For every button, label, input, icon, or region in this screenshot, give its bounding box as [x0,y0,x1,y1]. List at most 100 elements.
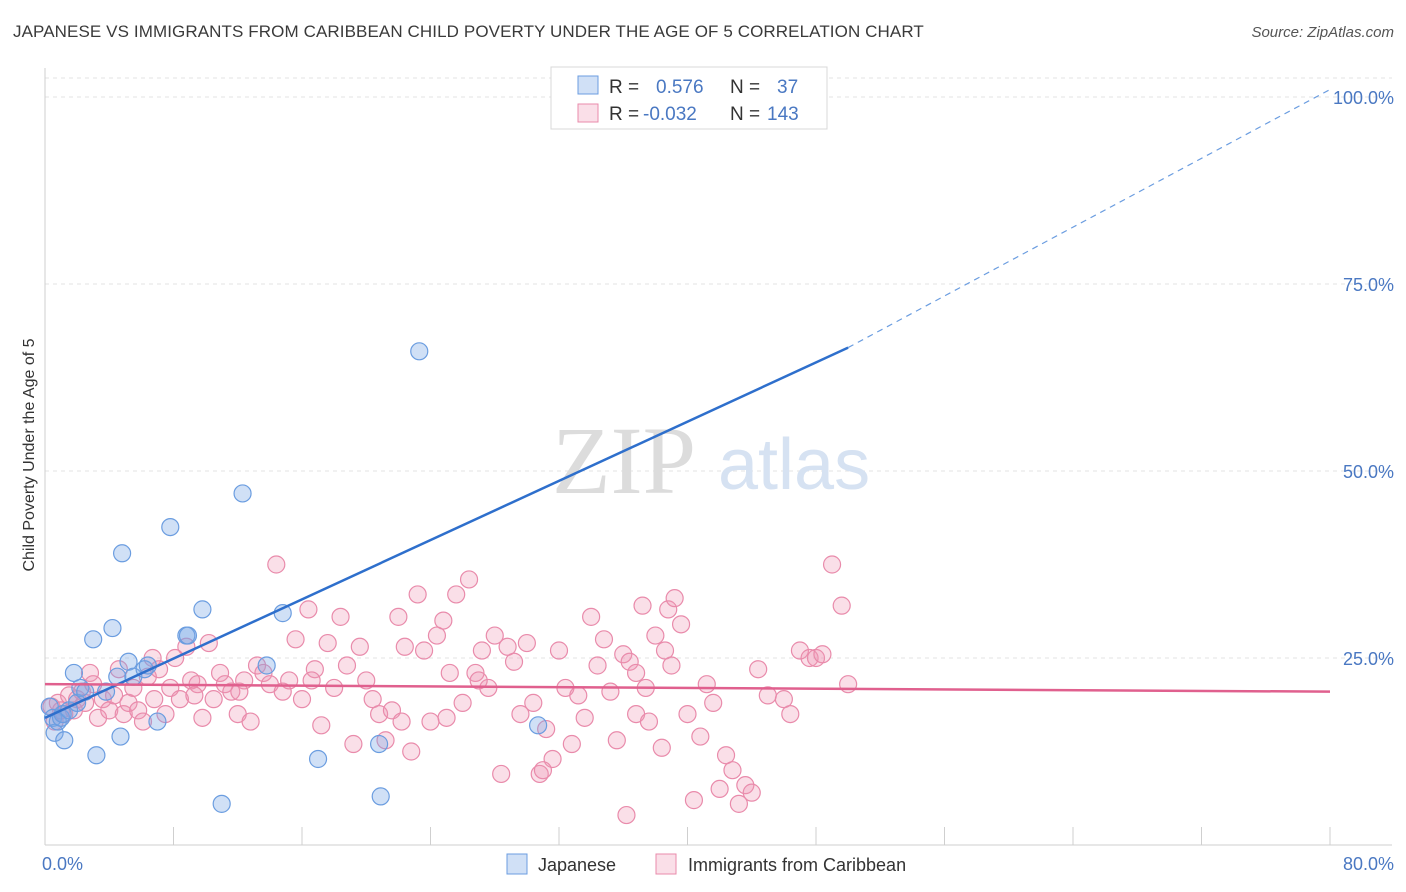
caribbean-point [749,660,768,679]
japanese-point [55,731,74,750]
caribbean-point [392,712,411,731]
caribbean-point [325,678,344,698]
caribbean-point [588,656,607,675]
caribbean-point [662,656,681,675]
japanese-point [45,723,64,742]
caribbean-point [697,675,716,694]
caribbean-point [472,641,491,660]
japanese-point [84,630,103,649]
caribbean-point [247,656,267,675]
legend-n-value-japanese: 37 [777,77,798,98]
caribbean-points [42,555,858,825]
caribbean-point [594,630,614,649]
caribbean-point [607,731,626,750]
caribbean-point [344,734,363,754]
caribbean-point [185,686,204,705]
caribbean-point [363,690,382,709]
caribbean-point [533,761,553,780]
caribbean-point [822,555,842,574]
legend-r-value-caribbean: -0.032 [643,104,697,125]
caribbean-point [639,712,659,731]
caribbean-point [626,663,646,683]
japanese-point [212,794,231,813]
caribbean-point [620,652,639,671]
legend-swatch-caribbean [577,103,599,123]
caribbean-point [716,746,736,765]
caribbean-point [292,690,312,709]
caribbean-point [684,791,704,810]
caribbean-point [504,652,524,671]
caribbean-point [230,682,249,701]
caribbean-point [210,663,230,683]
japanese-point [308,749,328,769]
japanese-points [40,84,826,813]
bottom-legend-swatch-japanese [506,853,528,875]
legend-r-label-caribbean: R = [609,104,639,125]
x-tick-label-max: 80.0% [1343,854,1394,874]
caribbean-point [671,615,691,634]
watermark-zip: ZIP [552,407,696,514]
caribbean-point [498,637,517,656]
y-tick-label: 75.0% [1343,275,1394,295]
caribbean-point [133,712,153,731]
caribbean-point [469,671,488,690]
caribbean-point [665,589,684,608]
japanese-point [148,712,167,731]
caribbean-point [549,641,569,660]
caribbean-point [109,660,128,679]
watermark-atlas: atlas [718,425,870,505]
caribbean-point [813,645,832,664]
caribbean-point [395,637,414,656]
legend-r-value-japanese: 0.576 [656,77,704,98]
caribbean-point [614,645,633,664]
japanese-point [529,716,548,735]
chart-title: JAPANESE VS IMMIGRANTS FROM CARIBBEAN CH… [13,22,924,41]
caribbean-point [655,641,675,660]
trend-lines [44,88,1331,719]
caribbean-point [402,742,421,761]
caribbean-point [145,690,164,709]
caribbean-point [427,626,447,645]
caribbean-trend-line [44,682,1331,693]
caribbean-point [453,693,472,712]
japanese-point [178,626,198,645]
caribbean-point [582,607,601,626]
japanese-point [87,746,106,765]
caribbean-point [633,596,652,615]
japanese-point [112,544,132,563]
caribbean-point [736,776,755,795]
legend-n-label-japanese: N = [730,77,760,98]
caribbean-point [601,682,620,701]
caribbean-point [723,761,742,780]
series-legend: Japanese Immigrants from Caribbean [506,853,906,875]
y-axis-label: Child Poverty Under the Age of 5 [21,338,38,571]
caribbean-point [414,641,434,660]
caribbean-point [434,611,453,630]
caribbean-point [80,663,100,683]
caribbean-point [459,570,479,589]
caribbean-point [652,738,671,757]
x-tick-label-min: 0.0% [42,854,83,874]
caribbean-point [331,607,350,626]
caribbean-point [337,656,357,675]
caribbean-point [267,555,286,574]
bottom-legend-japanese: Japanese [538,855,616,875]
japanese-point [370,734,389,754]
caribbean-point [350,637,369,656]
legend-r-label-japanese: R = [609,77,639,98]
caribbean-point [704,693,723,712]
japanese-point [111,727,130,746]
japanese-trend-extension [847,88,1331,349]
caribbean-point [524,693,543,712]
caribbean-point [517,633,536,653]
caribbean-point [742,783,761,802]
caribbean-point [437,708,456,727]
legend-n-label-caribbean: N = [730,104,760,125]
bottom-legend-swatch-caribbean [655,853,677,875]
caribbean-point [129,701,148,720]
caribbean-point [421,712,440,731]
caribbean-point [781,704,800,724]
caribbean-point [659,600,678,619]
caribbean-point [729,794,749,813]
japanese-point [64,663,84,683]
